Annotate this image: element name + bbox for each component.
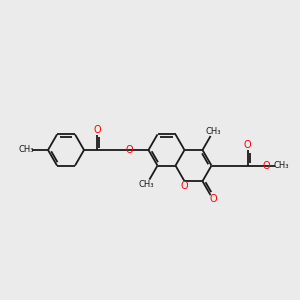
Text: CH₃: CH₃ — [273, 161, 289, 170]
Text: CH₃: CH₃ — [139, 180, 154, 189]
Text: CH₃: CH₃ — [19, 146, 34, 154]
Text: O: O — [209, 194, 217, 204]
Text: O: O — [262, 160, 270, 171]
Text: O: O — [93, 124, 101, 135]
Text: O: O — [126, 145, 134, 155]
Text: CH₃: CH₃ — [206, 127, 221, 136]
Text: O: O — [244, 140, 251, 150]
Text: O: O — [181, 181, 188, 191]
